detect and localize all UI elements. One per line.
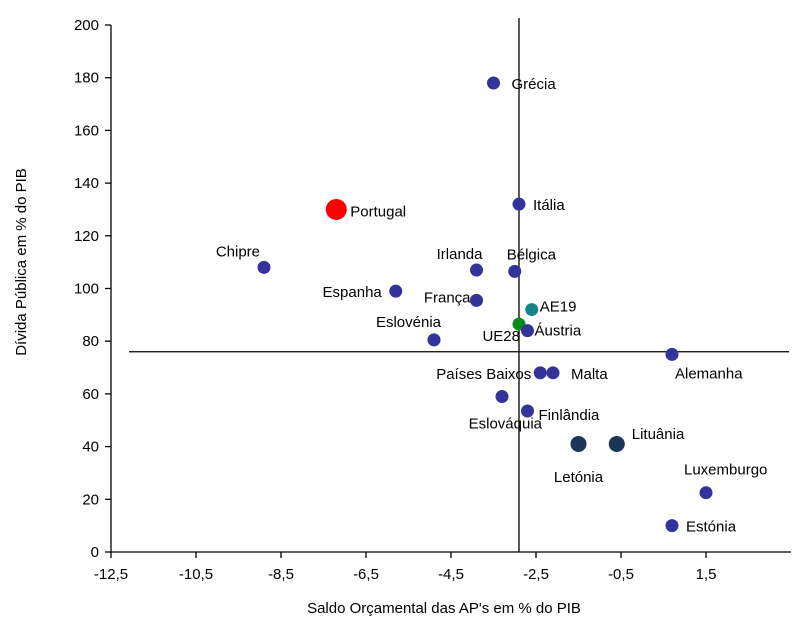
point-label-franca: França: [424, 289, 471, 306]
y-tick-label: 120: [74, 228, 99, 245]
y-tick-label: 180: [74, 70, 99, 87]
data-point-portugal: [325, 198, 347, 220]
data-point-alemanha: [665, 347, 679, 361]
point-labels: Grécia Itália Portugal Chipre Irlanda Bélgica…: [216, 76, 768, 536]
point-label-belgica: Bélgica: [507, 246, 557, 263]
data-point-luxemburgo: [699, 486, 713, 500]
point-label-luxemburgo: Luxemburgo: [684, 462, 767, 479]
y-axis-title: Dívida Pública em % do PIB: [13, 168, 30, 356]
y-tick-label: 60: [82, 386, 99, 403]
y-tick-label: 20: [82, 491, 99, 508]
point-label-paises-baixos: Países Baixos: [436, 366, 531, 383]
y-tick-label: 40: [82, 439, 99, 456]
point-label-finlandia: Finlândia: [539, 407, 601, 424]
data-point-eslovenia: [427, 333, 441, 347]
data-point-grecia: [487, 76, 500, 90]
point-label-austria: Áustria: [535, 323, 582, 340]
point-label-malta: Malta: [571, 366, 608, 383]
y-tick-label: 100: [74, 281, 99, 298]
point-label-estonia: Estónia: [686, 519, 737, 536]
data-point-franca: [470, 293, 483, 307]
data-point-eslovaquia: [495, 390, 509, 404]
data-point-italia: [512, 197, 526, 211]
x-tick-label: -0,5: [608, 566, 634, 583]
point-label-eslovenia: Eslovénia: [376, 314, 442, 331]
point-label-lituania: Lituânia: [632, 426, 685, 443]
point-label-italia: Itália: [533, 197, 565, 214]
data-point-austria: [521, 324, 534, 338]
point-label-eslovaquia: Eslováquia: [469, 416, 543, 433]
data-point-finlandia: [521, 404, 534, 418]
point-label-portugal: Portugal: [350, 203, 406, 220]
point-label-letonia: Letónia: [554, 469, 604, 486]
data-point-malta: [546, 366, 560, 380]
point-label-alemanha: Alemanha: [675, 365, 743, 382]
data-points: [257, 76, 713, 533]
x-tick-label: -8,5: [268, 566, 294, 583]
data-point-letonia: [570, 435, 587, 452]
x-tick-label: 1,5: [696, 566, 717, 583]
x-tick-label: -2,5: [523, 566, 549, 583]
point-label-ae19: AE19: [540, 299, 577, 316]
data-point-espanha: [389, 284, 403, 298]
data-point-ae19: [525, 303, 539, 317]
y-tick-label: 160: [74, 122, 99, 139]
data-point-irlanda: [470, 263, 483, 277]
x-tick-label: -4,5: [438, 566, 464, 583]
data-point-estonia: [665, 519, 679, 533]
point-label-espanha: Espanha: [323, 284, 383, 301]
point-label-grecia: Grécia: [512, 76, 557, 93]
data-point-paises-baixos: [533, 366, 547, 380]
point-label-irlanda: Irlanda: [437, 246, 484, 263]
data-point-chipre: [257, 260, 271, 274]
x-tick-label: -12,5: [94, 566, 128, 583]
y-tick-label: 140: [74, 175, 99, 192]
tick-labels: 0 20 40 60 80 100 120 140 160 180 200 -12,5 -10,5 -8,…: [74, 17, 716, 583]
data-point-lituania: [608, 435, 625, 452]
x-axis-title: Saldo Orçamental das AP's em % do PIB: [307, 600, 581, 617]
y-tick-label: 80: [82, 333, 99, 350]
y-tick-label: 200: [74, 17, 99, 34]
point-label-ue28: UE28: [482, 328, 520, 345]
x-tick-label: -10,5: [179, 566, 213, 583]
x-tick-label: -6,5: [353, 566, 379, 583]
data-point-belgica: [508, 264, 522, 278]
point-label-chipre: Chipre: [216, 243, 260, 260]
y-tick-label: 0: [91, 544, 99, 561]
